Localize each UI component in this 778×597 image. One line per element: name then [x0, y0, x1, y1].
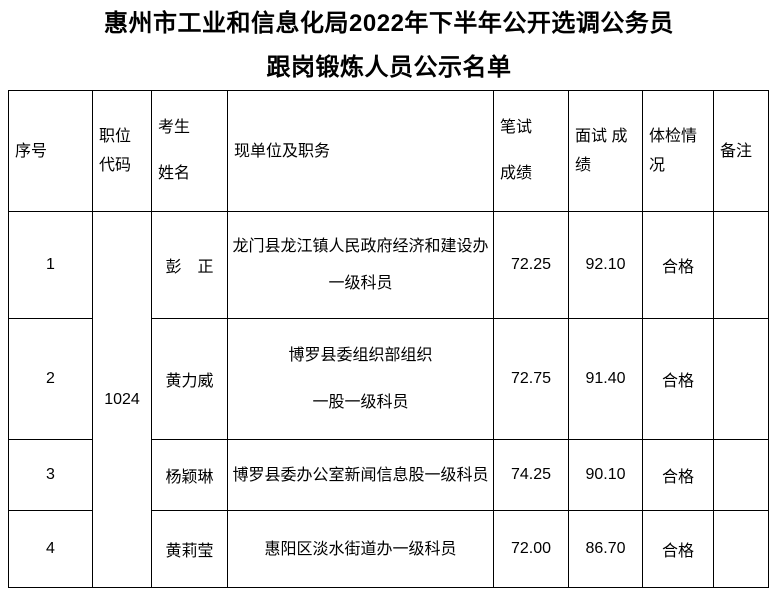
- table-header-row: 序号 职位 代码 考生 姓名 现单位及职务 笔试 成绩 面试 成 绩 体检情 况…: [8, 90, 769, 212]
- unit-cell: 惠阳区淡水街道办一级科员: [227, 510, 494, 588]
- interview-score-cell: 92.10: [568, 211, 643, 319]
- physical-exam-cell: 合格: [642, 211, 714, 319]
- header-seq: 序号: [8, 90, 93, 212]
- written-score-cell: 72.25: [493, 211, 569, 319]
- remark-cell: [713, 439, 769, 511]
- page-title: 惠州市工业和信息化局2022年下半年公开选调公务员 跟岗锻炼人员公示名单: [0, 0, 778, 90]
- unit-cell: 博罗县委办公室新闻信息股一级科员: [227, 439, 494, 511]
- interview-score-cell: 90.10: [568, 439, 643, 511]
- header-physical-exam: 体检情 况: [642, 90, 714, 212]
- physical-exam-cell: 合格: [642, 510, 714, 588]
- name-cell: 黄力威: [151, 318, 228, 440]
- seq-cell: 4: [8, 510, 93, 588]
- header-position-code: 职位 代码: [92, 90, 152, 212]
- seq-cell: 1: [8, 211, 93, 319]
- name-cell: 彭 正: [151, 211, 228, 319]
- table-row-1: 1 1024 彭 正 龙门县龙江镇人民政府经济和建设办 一级科员 72.25 9…: [8, 211, 769, 588]
- header-interview-score: 面试 成 绩: [568, 90, 643, 212]
- name-cell: 黄莉莹: [151, 510, 228, 588]
- header-current-unit: 现单位及职务: [227, 90, 494, 212]
- written-score-cell: 74.25: [493, 439, 569, 511]
- table-row-3: 3 杨颖琳 博罗县委办公室新闻信息股一级科员 74.25 90.10 合格: [8, 439, 769, 511]
- unit-cell: 龙门县龙江镇人民政府经济和建设办 一级科员: [227, 211, 494, 319]
- roster-table: 序号 职位 代码 考生 姓名 现单位及职务 笔试 成绩 面试 成 绩 体检情 况…: [8, 90, 769, 588]
- unit-cell: 博罗县委组织部组织 一股一级科员: [227, 318, 494, 440]
- position-code-cell: 1024: [92, 211, 152, 588]
- table-row-4: 4 黄莉莹 惠阳区淡水街道办一级科员 72.00 86.70 合格: [8, 510, 769, 588]
- name-cell: 杨颖琳: [151, 439, 228, 511]
- seq-cell: 3: [8, 439, 93, 511]
- remark-cell: [713, 211, 769, 319]
- physical-exam-cell: 合格: [642, 439, 714, 511]
- header-candidate-name: 考生 姓名: [151, 90, 228, 212]
- title-line-2: 跟岗锻炼人员公示名单: [266, 54, 512, 81]
- table-row-2: 2 黄力威 博罗县委组织部组织 一股一级科员 72.75 91.40 合格: [8, 318, 769, 440]
- interview-score-cell: 86.70: [568, 510, 643, 588]
- seq-cell: 2: [8, 318, 93, 440]
- remark-cell: [713, 510, 769, 588]
- remark-cell: [713, 318, 769, 440]
- interview-score-cell: 91.40: [568, 318, 643, 440]
- written-score-cell: 72.75: [493, 318, 569, 440]
- header-written-score: 笔试 成绩: [493, 90, 569, 212]
- title-line-1: 惠州市工业和信息化局2022年下半年公开选调公务员: [104, 10, 674, 37]
- header-remark: 备注: [713, 90, 769, 212]
- written-score-cell: 72.00: [493, 510, 569, 588]
- physical-exam-cell: 合格: [642, 318, 714, 440]
